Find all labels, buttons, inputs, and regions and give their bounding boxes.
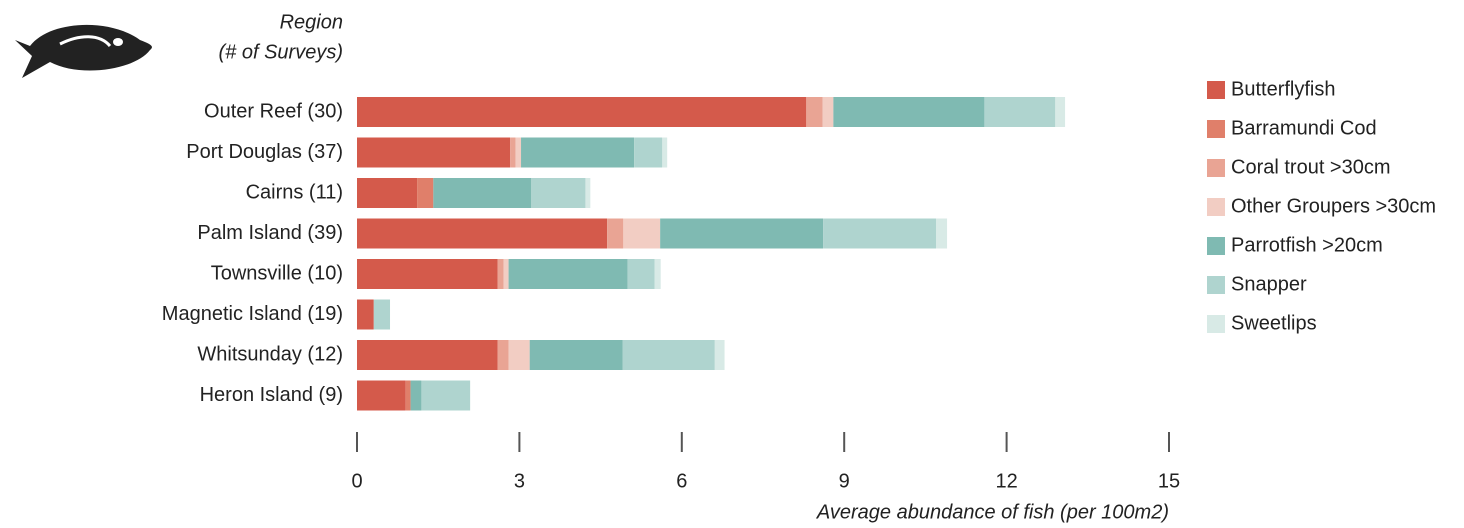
bar-segment: [357, 299, 374, 330]
bar-segment: [497, 259, 504, 289]
y-tick-label: Palm Island (39): [197, 222, 343, 244]
bar-segment: [627, 259, 655, 289]
legend-swatch: [1207, 237, 1225, 255]
bar-segment: [357, 97, 807, 127]
fish-icon: [15, 24, 152, 78]
legend-label: Coral trout >30cm: [1231, 156, 1391, 178]
x-tick-label: 6: [676, 470, 687, 492]
legend-swatch: [1207, 198, 1225, 216]
bar-segment: [1055, 97, 1066, 127]
bar-segment: [357, 380, 406, 411]
bar-segment: [521, 137, 635, 168]
bar-segment: [515, 137, 522, 168]
y-tick-label: Cairns (11): [246, 181, 343, 203]
bar-segment: [433, 178, 532, 208]
legend-label: Butterflyfish: [1231, 78, 1335, 100]
y-axis-title: (# of Surveys): [219, 41, 343, 63]
bar-segment: [497, 340, 509, 370]
bar-segment: [357, 178, 418, 208]
bar-segment: [529, 340, 623, 370]
y-tick-label: Outer Reef (30): [204, 100, 343, 122]
bar-segment: [822, 97, 834, 127]
bar-segment: [357, 340, 498, 370]
x-tick-label: 12: [995, 470, 1017, 492]
bar-segment: [833, 97, 985, 127]
bar-segment: [417, 178, 434, 208]
y-tick-label: Townsville (10): [211, 262, 343, 284]
legend-label: Snapper: [1231, 273, 1307, 295]
bar-segment: [660, 218, 824, 249]
legend-swatch: [1207, 159, 1225, 177]
legend-swatch: [1207, 315, 1225, 333]
bar-segment: [823, 218, 937, 249]
bar-segment: [654, 259, 661, 289]
bar-segment: [421, 380, 471, 411]
bar-segment: [662, 137, 668, 168]
y-axis-title: Region: [280, 11, 343, 33]
bar-segment: [503, 259, 509, 289]
bar-segment: [405, 380, 411, 411]
y-tick-label: Whitsunday (12): [197, 343, 343, 365]
bar-segment: [607, 218, 624, 249]
legend-swatch: [1207, 276, 1225, 294]
legend-label: Parrotfish >20cm: [1231, 234, 1383, 256]
legend-swatch: [1207, 81, 1225, 99]
x-tick-label: 15: [1158, 470, 1180, 492]
legend-swatch: [1207, 120, 1225, 138]
legend-label: Other Groupers >30cm: [1231, 195, 1436, 217]
x-tick-label: 3: [514, 470, 525, 492]
bar-segment: [714, 340, 725, 370]
x-tick-label: 0: [351, 470, 362, 492]
legend-label: Sweetlips: [1231, 312, 1317, 334]
y-tick-label: Port Douglas (37): [186, 141, 343, 163]
bar-segment: [984, 97, 1056, 127]
x-tick-label: 9: [839, 470, 850, 492]
bar-segment: [357, 259, 498, 289]
legend-label: Barramundi Cod: [1231, 117, 1377, 139]
bar-segment: [634, 137, 663, 168]
bar-segment: [623, 218, 661, 249]
bar-segment: [531, 178, 586, 208]
x-axis-title: Average abundance of fish (per 100m2): [816, 501, 1169, 523]
bar-segment: [585, 178, 591, 208]
y-tick-label: Magnetic Island (19): [162, 303, 343, 325]
bar-segment: [508, 340, 530, 370]
bar-segment: [357, 218, 608, 249]
bar-segment: [622, 340, 715, 370]
bar-segment: [508, 259, 628, 289]
y-tick-label: Heron Island (9): [200, 384, 343, 406]
bar-segment: [373, 299, 391, 330]
bar-segment: [357, 137, 511, 168]
bar-segment: [410, 380, 422, 411]
bar-segment: [510, 137, 516, 168]
bar-segment: [936, 218, 948, 249]
bar-segment: [806, 97, 823, 127]
